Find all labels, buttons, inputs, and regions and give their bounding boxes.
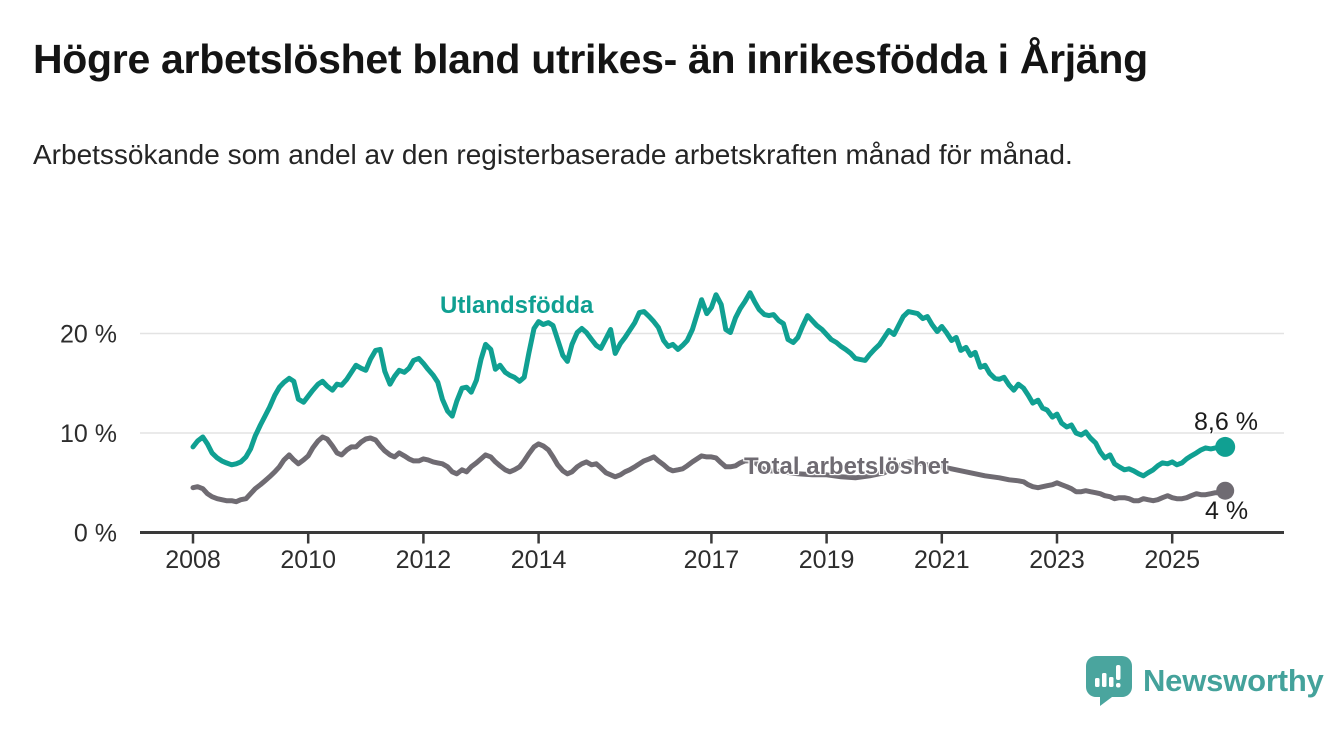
y-axis-tick-label: 10 %	[60, 420, 117, 448]
series-end-dot-utlandsfodda	[1215, 436, 1236, 457]
x-axis-tick-label: 2021	[914, 546, 970, 574]
x-axis-tick-label: 2012	[396, 546, 452, 574]
series-label-total-arbetsloshet: Total arbetslöshet	[744, 453, 949, 480]
page-title: Högre arbetslöshet bland utrikes- än inr…	[33, 36, 1148, 82]
newsworthy-logo-icon	[1086, 656, 1132, 706]
gridlines	[140, 332, 1284, 434]
x-axis-tick-label: 2008	[165, 546, 221, 574]
end-value-label-total: 4 %	[1205, 497, 1249, 525]
y-axis-tick-label: 0 %	[74, 520, 117, 548]
x-axis-tick-label: 2025	[1144, 546, 1200, 574]
newsworthy-logo: Newsworthy	[1086, 656, 1324, 706]
series-label-utlandsfodda: Utlandsfödda	[440, 292, 594, 319]
x-axis-tick-label: 2010	[280, 546, 336, 574]
chart-subtitle: Arbetssökande som andel av den registerb…	[33, 139, 1073, 170]
data-series	[190, 290, 1236, 505]
series-line-utlandsfodda	[190, 290, 1228, 479]
x-axis-tick-label: 2014	[511, 546, 567, 574]
x-axis-tick-label: 2019	[799, 546, 855, 574]
axes: 0 % 10 % 20 % 2008 2010 2012 2014 2017 2019 2021 2…	[60, 321, 1284, 574]
x-axis-tick-label: 2023	[1029, 546, 1085, 574]
series-line-total	[190, 434, 1228, 505]
newsworthy-logo-text: Newsworthy	[1143, 663, 1324, 698]
x-axis-tick-label: 2017	[684, 546, 740, 574]
y-axis-tick-label: 20 %	[60, 321, 117, 349]
end-value-label-utlandsfodda: 8,6 %	[1194, 408, 1258, 436]
series-end-dot-total	[1216, 481, 1235, 500]
